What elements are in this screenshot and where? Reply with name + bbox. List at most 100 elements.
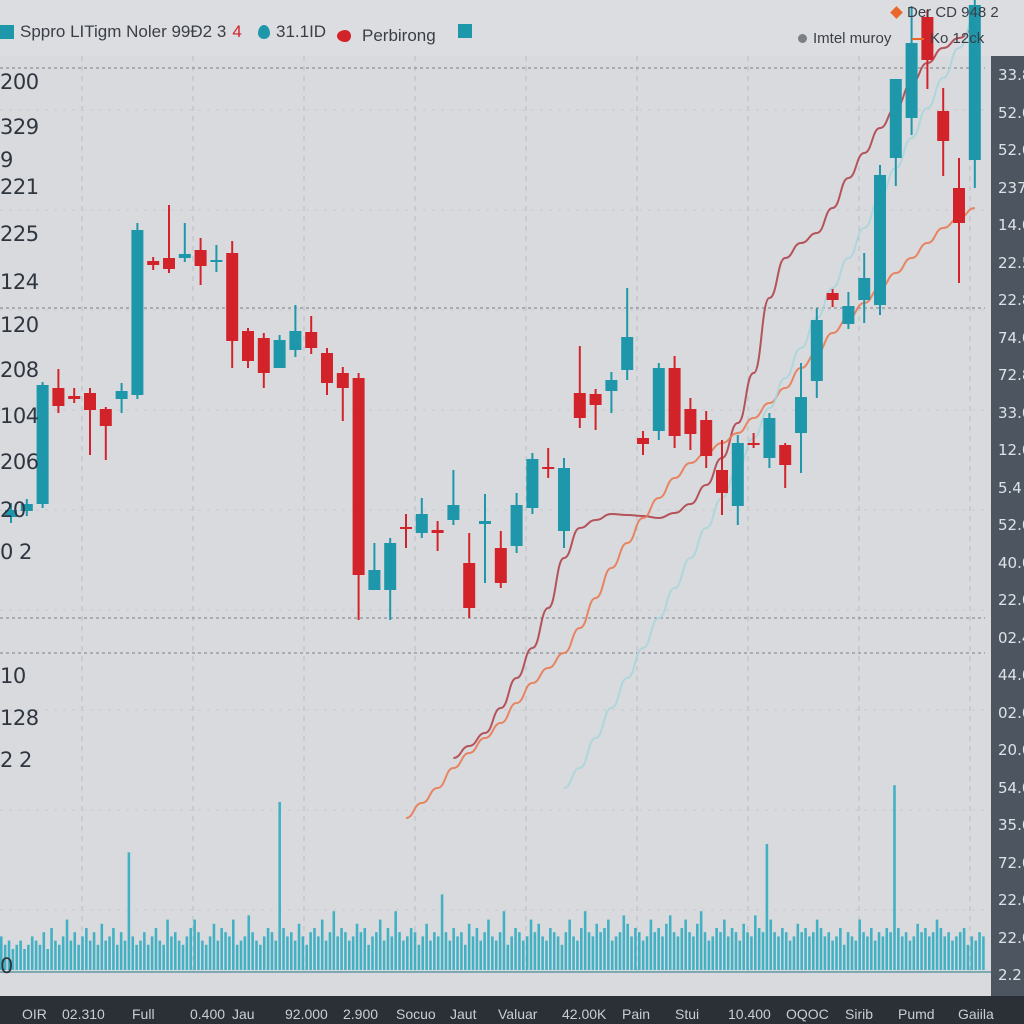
volume-bar [982,936,985,970]
volume-bar [54,940,57,970]
axis-label: 72.0 [998,853,1024,872]
volume-bar [784,932,788,970]
volume-bar [607,919,610,970]
axis-label: Valuar [498,1006,538,1022]
candle [368,543,381,590]
candle-body [510,505,523,546]
volume-bar [108,936,111,970]
right-axis-panel [991,56,1024,996]
candle [20,499,33,516]
volume-bar [885,928,889,970]
volume-bar [668,915,672,970]
legend-item-imtel[interactable]: Imtel muroy [798,30,891,47]
volume-bar [409,928,413,970]
teal-square-icon [0,25,14,39]
volume-bar [610,940,614,970]
volume-bar [715,928,718,970]
volume-bar [962,928,966,970]
volume-bar [916,923,919,970]
volume-bar [870,928,873,970]
volume-bar [452,928,455,970]
volume-bar [7,940,11,970]
volume-bar [730,928,734,970]
volume-bar [491,936,494,970]
volume-bar [359,932,363,970]
axis-label: 0.400 [190,1006,226,1022]
volume-bar [19,940,22,970]
candle [668,356,681,448]
axis-label: 22.8 [998,291,1024,309]
volume-bar [866,936,869,970]
candle-body [905,43,918,118]
volume-bar [282,928,285,970]
legend-item-extra[interactable] [458,24,472,38]
volume-bar [626,923,629,970]
legend-item-series[interactable]: Sppro LITigm Noler 99Ð2 3 4 [0,22,242,42]
volume-bar [754,915,757,970]
volume-bar [908,940,912,970]
volume-bar [839,928,842,970]
candle-body [194,250,207,266]
volume-bar [815,919,819,970]
volume-bar [166,919,169,970]
candle [763,413,776,468]
candle [305,316,318,354]
legend-item-der[interactable]: Der CD 948 2 [890,4,999,21]
legend-label: Sppro LITigm Noler 99Ð2 3 [20,22,227,41]
legend-item-teal[interactable]: 31.1ID [258,22,326,42]
candle [526,453,539,514]
candle [52,369,65,413]
legend-item-ko[interactable]: Ko 12ck [912,30,984,47]
volume-bar [61,936,65,970]
volume-bar [436,936,440,970]
axis-label: 10.400 [728,1006,771,1022]
volume-bar [309,932,312,970]
candle-body [889,79,902,158]
candle [747,433,760,448]
volume-bar [390,936,394,970]
volume-bar [792,936,796,970]
volume-bar [928,936,931,970]
axis-label: 52.0 [998,103,1024,122]
axis-label: 329 [0,115,39,139]
candle-body [352,378,365,575]
candle-body [558,468,570,531]
legend-label: Perbirong [362,26,436,45]
axis-label: 128 [0,706,39,730]
candle-body [68,396,81,399]
candle-body [305,332,318,348]
volume-bar [707,940,711,970]
volume-bar [77,944,80,970]
legend-extra: 4 [232,22,242,41]
volume-bar [402,940,405,970]
candle-body [178,254,191,258]
axis-label: 22.0 [998,591,1024,609]
volume-bar [750,936,753,970]
candle-body [542,467,555,469]
volume-bar [143,932,146,970]
candle [257,333,270,388]
candle [336,367,349,421]
legend-item-red[interactable]: Perbirong [337,26,436,46]
candle [826,289,839,307]
candle [210,245,223,272]
volume-bar [978,932,981,970]
candle-body [716,470,728,493]
axis-label: 02.4 [998,628,1024,647]
volume-bar [812,932,815,970]
volume-bar [3,944,7,970]
volume-bar [680,928,684,970]
candle [558,458,570,548]
candle [68,388,81,403]
volume-bar [305,944,309,970]
axis-label: OIR [22,1006,47,1022]
volume-bar [351,936,355,970]
volume-bar [568,919,571,970]
volume-bar [688,932,691,970]
candle-body [368,570,381,590]
candle-body [637,438,649,444]
volume-bar [208,936,212,970]
candle-body [131,230,144,395]
candle [937,88,950,176]
